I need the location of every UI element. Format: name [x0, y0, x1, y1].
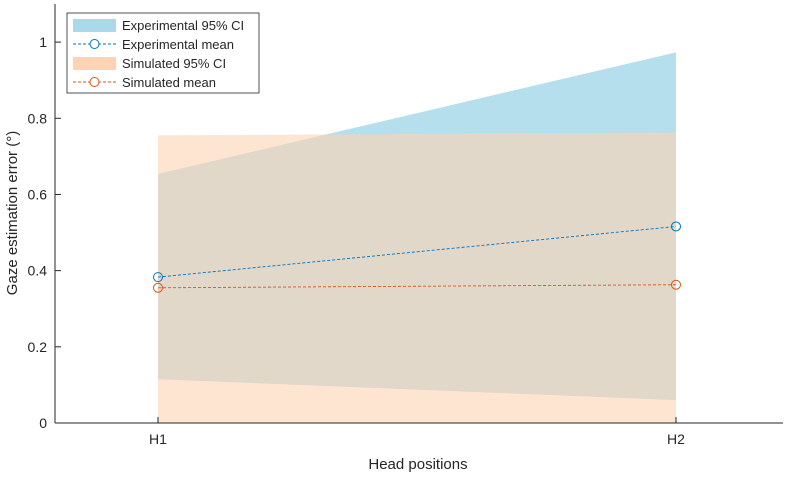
legend-swatch-simulated-ci — [73, 57, 116, 70]
y-tick-label: 0 — [39, 415, 47, 431]
y-tick-label: 0.6 — [28, 186, 48, 202]
legend-label-simulated-mean: Simulated mean — [122, 75, 216, 90]
y-tick-label: 0.4 — [28, 263, 48, 279]
simulated-mean-line — [157, 284, 677, 289]
legend-label-experimental-ci: Experimental 95% CI — [122, 18, 244, 33]
x-tick-label: H1 — [149, 431, 167, 447]
simulated-ci-band — [158, 132, 676, 423]
axes — [54, 4, 783, 424]
experimental-mean-line — [157, 226, 677, 278]
legend: Experimental 95% CI Experimental mean Simu… — [66, 12, 260, 94]
experimental-mean-point — [153, 272, 163, 283]
legend-label-simulated-ci: Simulated 95% CI — [122, 56, 226, 71]
mean-lines — [153, 221, 681, 293]
y-tick-label: 1 — [39, 34, 47, 50]
x-tick-label: H2 — [667, 431, 685, 447]
y-tick-label: 0.8 — [28, 110, 48, 126]
x-ticks: H1 H2 — [149, 417, 685, 447]
y-ticks: 0 0.2 0.4 0.6 0.8 1 — [28, 34, 61, 431]
simulated-mean-point — [153, 282, 163, 293]
x-axis-label: Head positions — [368, 456, 467, 473]
legend-marker-experimental-mean — [89, 39, 100, 49]
legend-marker-simulated-mean — [89, 77, 100, 87]
y-tick-label: 0.2 — [28, 339, 48, 355]
y-axis-label: Gaze estimation error (°) — [4, 131, 21, 295]
simulated-mean-point — [671, 279, 681, 290]
legend-label-experimental-mean: Experimental mean — [122, 37, 234, 52]
legend-swatch-experimental-ci — [73, 19, 116, 32]
experimental-mean-point — [671, 221, 681, 232]
ci-bands — [158, 52, 676, 423]
